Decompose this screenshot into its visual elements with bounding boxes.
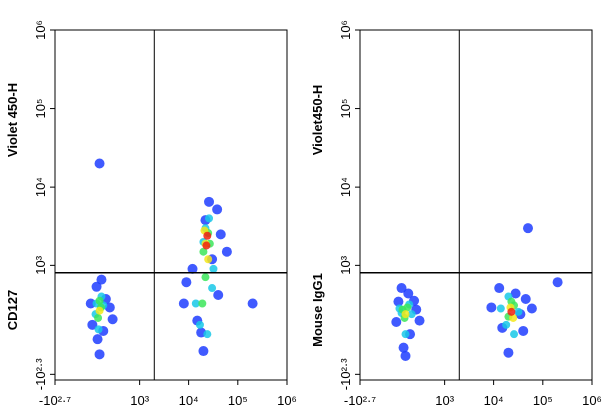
data-point [181,277,192,288]
x-tick-label: 10⁵ [533,393,553,408]
y-tick-label: 10⁵ [338,99,353,119]
y-axis-label: Violet450-H [310,85,325,156]
data-point [509,313,518,322]
y-tick-label: 10⁶ [338,20,353,40]
y-tick-label: -10²·³ [33,358,48,390]
plot-frame [359,29,593,381]
data-point [96,274,107,285]
data-point [221,246,232,257]
data-point [213,289,224,300]
data-point [401,330,410,339]
data-point [393,296,404,307]
data-point [391,316,402,327]
data-point [208,284,217,293]
x-tick-label: 10³ [435,393,454,408]
data-point [494,283,505,294]
data-point [209,264,218,273]
data-point [87,319,98,330]
marker-label: CD127 [5,290,20,330]
plot-frame [54,29,288,381]
data-point [518,325,529,336]
data-point [212,204,223,215]
data-point [401,310,410,319]
data-point [187,263,198,274]
data-point [204,196,215,207]
data-point [552,277,563,288]
data-point [94,349,105,360]
y-tick-label: 10³ [33,255,48,274]
data-point [199,247,208,256]
x-tick-label: 10⁴ [484,393,504,408]
x-tick-label: -10²·⁷ [39,393,71,408]
data-point [95,296,104,305]
data-point [520,294,531,305]
x-tick-label: -10²·⁷ [344,393,376,408]
data-point [510,288,521,299]
y-tick-label: 10⁵ [33,99,48,119]
data-point [201,273,210,282]
y-tick-label: 10⁶ [33,20,48,40]
data-point [92,334,103,345]
x-tick-label: 10⁴ [179,393,199,408]
data-point [107,314,118,325]
data-point [510,330,519,339]
data-point [247,298,258,309]
data-point [522,223,533,234]
marker-label: Mouse IgG1 [310,273,325,347]
data-point [204,255,213,264]
data-point [198,346,209,357]
x-tick-label: 10⁶ [277,393,297,408]
data-point [398,342,409,353]
data-point [396,283,407,294]
data-point [94,158,105,169]
data-point [198,299,207,308]
data-point [94,313,103,322]
y-tick-label: 10⁴ [33,177,48,197]
x-tick-label: 10⁶ [582,393,602,408]
y-axis-label: Violet 450-H [5,83,20,157]
data-point [191,299,200,308]
data-point [502,320,511,329]
data-point [195,320,204,329]
y-tick-label: -10²·³ [338,358,353,390]
data-point [205,214,214,223]
data-point [215,229,226,240]
data-point [403,288,414,299]
data-point [486,302,497,313]
data-point [407,310,416,319]
x-tick-label: 10⁵ [228,393,248,408]
data-point [94,325,103,334]
data-point [414,315,425,326]
data-point [91,281,102,292]
data-point [202,241,211,250]
data-point [85,298,96,309]
data-point [95,306,104,315]
data-point [203,231,212,240]
data-point [503,347,514,358]
data-point [526,303,537,314]
data-point [178,298,189,309]
y-tick-label: 10³ [338,255,353,274]
y-tick-label: 10⁴ [338,177,353,197]
data-point [400,350,411,361]
x-tick-label: 10³ [130,393,149,408]
data-point [514,307,523,316]
data-point [203,330,212,339]
data-point [104,302,115,313]
data-point [496,304,505,313]
data-point [507,307,516,316]
